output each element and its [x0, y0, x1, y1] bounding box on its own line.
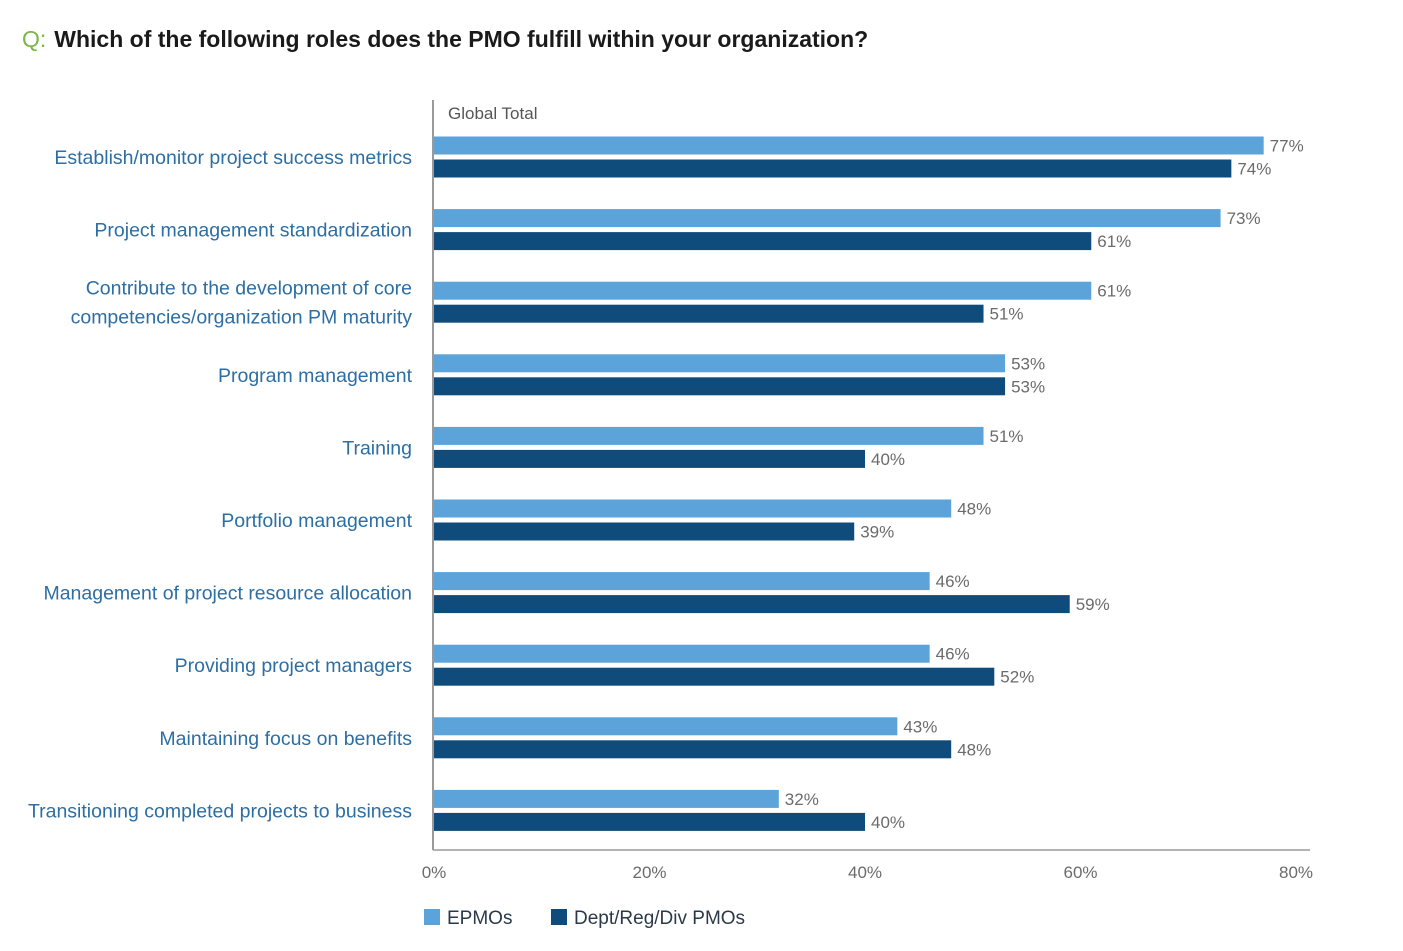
value-label-dept-pmos: 59% — [1076, 595, 1110, 614]
x-tick-label: 0% — [422, 863, 447, 882]
legend-swatch — [424, 909, 440, 925]
value-label-dept-pmos: 53% — [1011, 377, 1045, 396]
bar-dept-pmos — [434, 595, 1070, 614]
value-label-epmos: 51% — [990, 427, 1024, 446]
category-label: Portfolio management — [221, 510, 412, 532]
bar-epmos — [434, 499, 952, 518]
value-label-dept-pmos: 61% — [1097, 232, 1131, 251]
bar-dept-pmos — [434, 812, 865, 831]
x-tick-label: 80% — [1279, 863, 1313, 882]
bar-epmos — [434, 209, 1221, 228]
value-label-epmos: 46% — [936, 645, 970, 664]
bar-epmos — [434, 789, 779, 808]
bar-epmos — [434, 281, 1092, 300]
legend-swatch — [551, 909, 567, 925]
value-label-epmos: 61% — [1097, 282, 1131, 301]
value-label-dept-pmos: 51% — [990, 305, 1024, 324]
value-label-epmos: 73% — [1227, 209, 1261, 228]
value-label-epmos: 53% — [1011, 354, 1045, 373]
bar-dept-pmos — [434, 377, 1006, 396]
value-label-dept-pmos: 74% — [1237, 160, 1271, 179]
value-label-dept-pmos: 40% — [871, 450, 905, 469]
category-label: Training — [342, 437, 412, 459]
bar-dept-pmos — [434, 232, 1092, 251]
value-label-epmos: 77% — [1270, 137, 1304, 156]
category-label: Contribute to the development of core — [86, 278, 412, 300]
value-label-dept-pmos: 39% — [860, 523, 894, 542]
bar-epmos — [434, 354, 1006, 373]
question-title: Q: Which of the following roles does the … — [22, 26, 868, 53]
question-prefix: Q: — [22, 26, 47, 52]
bar-dept-pmos — [434, 159, 1232, 178]
bar-epmos — [434, 572, 930, 591]
legend-label: EPMOs — [447, 908, 512, 929]
question-text: Which of the following roles does the PM… — [54, 26, 869, 52]
category-label: Maintaining focus on benefits — [159, 728, 412, 750]
value-label-dept-pmos: 52% — [1000, 668, 1034, 687]
category-label: competencies/organization PM maturity — [71, 307, 413, 329]
value-label-epmos: 46% — [936, 572, 970, 591]
category-label: Project management standardization — [94, 220, 412, 242]
x-tick-label: 40% — [848, 863, 882, 882]
bar-dept-pmos — [434, 522, 855, 541]
category-label: Providing project managers — [175, 655, 413, 677]
value-label-epmos: 48% — [957, 500, 991, 519]
bar-epmos — [434, 426, 984, 445]
value-label-dept-pmos: 48% — [957, 740, 991, 759]
category-label: Establish/monitor project success metric… — [54, 147, 412, 169]
x-tick-label: 20% — [632, 863, 666, 882]
x-tick-label: 60% — [1063, 863, 1097, 882]
panel-label: Global Total — [448, 104, 537, 123]
value-label-epmos: 32% — [785, 790, 819, 809]
bar-dept-pmos — [434, 304, 984, 323]
value-label-epmos: 43% — [903, 717, 937, 736]
legend-label: Dept/Reg/Div PMOs — [574, 908, 745, 929]
value-label-dept-pmos: 40% — [871, 813, 905, 832]
bar-epmos — [434, 717, 898, 736]
bar-dept-pmos — [434, 667, 995, 686]
category-label: Program management — [218, 365, 413, 387]
bar-dept-pmos — [434, 449, 865, 468]
bar-epmos — [434, 644, 930, 663]
bar-dept-pmos — [434, 740, 952, 759]
bar-epmos — [434, 136, 1264, 155]
category-label: Management of project resource allocatio… — [43, 583, 412, 605]
category-label: Transitioning completed projects to busi… — [28, 800, 412, 822]
